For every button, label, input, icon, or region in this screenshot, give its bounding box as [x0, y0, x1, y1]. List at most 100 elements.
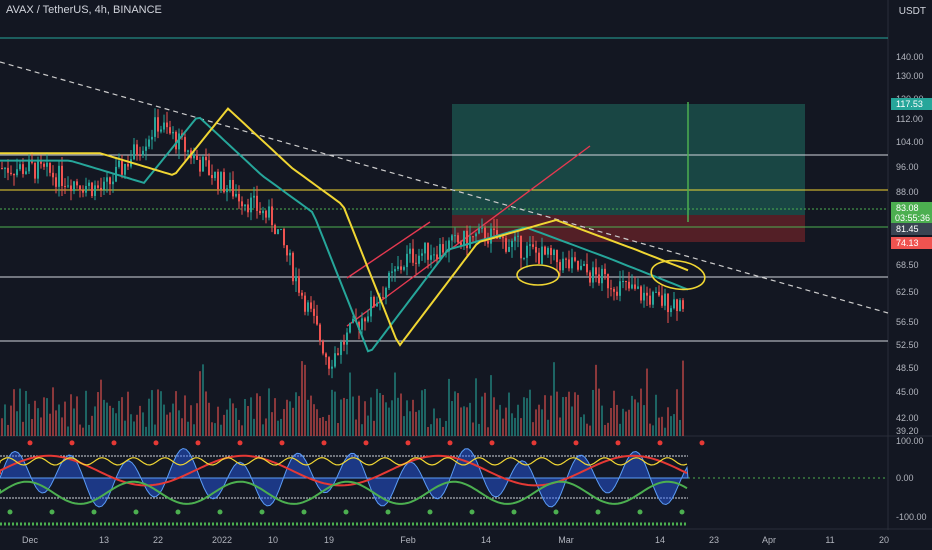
volume-bar — [286, 399, 288, 436]
price-tag-label: 74.13 — [896, 238, 919, 248]
osc-dot — [511, 509, 517, 515]
volume-bar — [139, 405, 141, 436]
candle-body — [448, 240, 450, 252]
candle-body — [271, 206, 273, 226]
candle-body — [466, 230, 468, 249]
volume-bar — [271, 412, 273, 436]
candle-body — [346, 332, 348, 345]
candle-body — [577, 260, 579, 270]
candle-body — [553, 249, 555, 256]
candle-body — [349, 322, 351, 333]
oscillator — [0, 440, 705, 515]
volume-bar — [646, 368, 648, 436]
candle-body — [433, 254, 435, 256]
osc-dot — [385, 509, 391, 515]
candle-body — [121, 160, 123, 175]
candle-body — [517, 235, 519, 237]
volume-bar — [277, 420, 279, 436]
osc-dot — [573, 440, 579, 446]
candle-body — [88, 182, 90, 186]
volume-bar — [325, 420, 327, 436]
volume-bar — [64, 401, 66, 436]
volume-bar — [592, 389, 594, 436]
candle-body — [265, 210, 267, 218]
osc-dot — [69, 440, 75, 446]
candle-body — [136, 144, 138, 155]
candle-body — [457, 235, 459, 243]
annotation-ellipse — [516, 264, 560, 286]
osc-dot — [531, 440, 537, 446]
chart-title: AVAX / TetherUS, 4h, BINANCE — [6, 4, 162, 16]
volume-bar — [553, 362, 555, 436]
osc-yellow-line — [0, 457, 688, 466]
candle-body — [496, 230, 498, 239]
candle-body — [229, 179, 231, 189]
candle-body — [415, 262, 417, 264]
volume-bar — [583, 414, 585, 436]
candle-body — [52, 172, 54, 178]
volume-bar — [496, 409, 498, 436]
time-axis[interactable]: Dec 13 22 2022 10 19 Feb 14 Mar 14 23 Apr 11 20 — [22, 535, 889, 545]
volume-bar — [475, 378, 477, 436]
candle-body — [529, 244, 531, 246]
candle-body — [367, 316, 369, 322]
volume-bar — [232, 403, 234, 436]
time-label: 14 — [481, 535, 491, 545]
candle-body — [175, 131, 177, 150]
candle-body — [613, 288, 615, 292]
candle-body — [514, 236, 516, 241]
volume-bar — [82, 427, 84, 436]
volume-bar — [679, 419, 681, 436]
volume-bar — [250, 397, 252, 436]
volume-bar — [76, 396, 78, 436]
volume-bar — [442, 426, 444, 436]
candle-body — [157, 117, 159, 132]
volume-bar — [388, 407, 390, 436]
candle-body — [643, 292, 645, 301]
volume-bar — [562, 397, 564, 436]
volume-bar — [121, 397, 123, 436]
candle-body — [295, 276, 297, 282]
candle-body — [511, 240, 513, 247]
volume-bar — [247, 406, 249, 436]
candle-body — [343, 341, 345, 345]
candle-body — [232, 179, 234, 197]
volume-bar — [361, 424, 363, 436]
volume-bar — [7, 424, 9, 436]
candle-body — [385, 287, 387, 298]
volume-bar — [469, 402, 471, 436]
volume-bar — [274, 398, 276, 436]
candle-body — [244, 204, 246, 207]
candle-body — [19, 164, 21, 170]
price-tag — [891, 98, 932, 110]
price-tick-label: 104.00 — [896, 137, 924, 147]
candle-body — [361, 318, 363, 330]
volume-bar — [487, 427, 489, 436]
candle-body — [667, 293, 669, 313]
candle-body — [184, 137, 186, 152]
candle-body — [1, 168, 3, 170]
candle-body — [394, 269, 396, 272]
candle-body — [211, 175, 213, 179]
candle-body — [76, 181, 78, 186]
candle-body — [574, 257, 576, 261]
candle-body — [469, 236, 471, 249]
currency-label[interactable]: USDT — [898, 6, 926, 17]
osc-dot — [175, 509, 181, 515]
candle-body — [430, 255, 432, 260]
candle-body — [73, 181, 75, 192]
candle-body — [427, 242, 429, 260]
candle-body — [91, 182, 93, 196]
candle-body — [586, 264, 588, 273]
candle-body — [550, 248, 552, 256]
volume-bar — [289, 401, 291, 436]
candle-body — [616, 291, 618, 296]
moving-average-yellow — [0, 107, 689, 347]
volume-bar — [511, 413, 513, 436]
volume-bar — [16, 411, 18, 436]
volume-bar — [622, 408, 624, 436]
volume-bar — [100, 379, 102, 436]
candle-body — [382, 297, 384, 299]
candle-body — [160, 129, 162, 132]
